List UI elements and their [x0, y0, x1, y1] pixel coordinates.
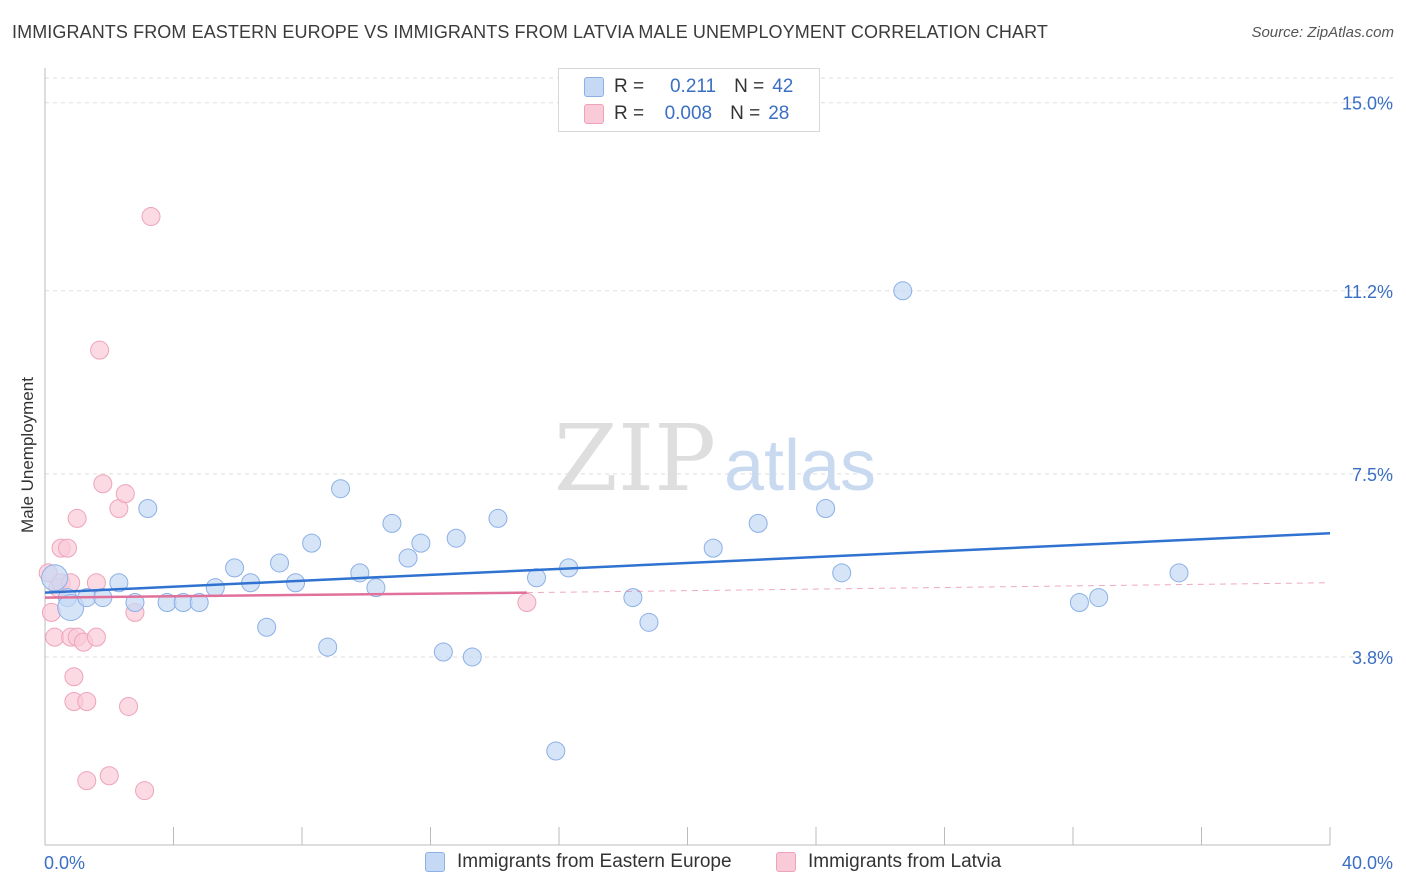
- legend-item-eastern-europe[interactable]: Immigrants from Eastern Europe: [425, 851, 732, 873]
- point-latvia[interactable]: [90, 340, 110, 360]
- r-value: 0.211: [669, 76, 717, 97]
- legend-label: Immigrants from Eastern Europe: [457, 851, 732, 872]
- n-label: N =: [730, 103, 761, 124]
- y-tick-label: 11.2%: [1343, 282, 1393, 302]
- stats-legend: R = 0.211 N = 42 R = 0.008 N = 28: [558, 68, 820, 132]
- point-eastern-europe[interactable]: [1089, 588, 1109, 608]
- point-eastern-europe[interactable]: [1169, 563, 1189, 583]
- point-eastern-europe[interactable]: [125, 593, 145, 613]
- point-eastern-europe[interactable]: [639, 612, 659, 632]
- n-value: 28: [768, 103, 790, 124]
- point-eastern-europe[interactable]: [411, 533, 431, 553]
- point-eastern-europe[interactable]: [893, 281, 913, 301]
- trend-line-eastern-europe: [44, 532, 1331, 594]
- series-eastern-europe-points: [41, 281, 1189, 761]
- point-latvia[interactable]: [67, 508, 87, 528]
- legend-label: Immigrants from Latvia: [808, 851, 1002, 872]
- point-eastern-europe[interactable]: [286, 573, 306, 593]
- point-latvia[interactable]: [57, 538, 77, 558]
- x-tick-label-max: 40.0%: [1342, 853, 1393, 873]
- point-latvia[interactable]: [119, 696, 139, 716]
- point-latvia[interactable]: [86, 627, 106, 647]
- r-label: R =: [614, 103, 645, 124]
- point-eastern-europe[interactable]: [302, 533, 322, 553]
- point-eastern-europe[interactable]: [109, 573, 129, 593]
- trend-lines: [44, 532, 1331, 599]
- point-eastern-europe[interactable]: [189, 593, 209, 613]
- point-eastern-europe[interactable]: [331, 479, 351, 499]
- trend-line-latvia: [44, 591, 527, 599]
- axes: [44, 68, 1331, 846]
- point-eastern-europe[interactable]: [703, 538, 723, 558]
- point-latvia[interactable]: [93, 474, 113, 494]
- point-eastern-europe[interactable]: [382, 513, 402, 533]
- r-label: R =: [614, 76, 645, 97]
- point-eastern-europe[interactable]: [816, 499, 836, 519]
- point-eastern-europe[interactable]: [318, 637, 338, 657]
- point-latvia[interactable]: [99, 766, 119, 786]
- watermark-atlas: atlas: [724, 426, 876, 506]
- point-latvia[interactable]: [77, 771, 97, 791]
- point-eastern-europe[interactable]: [488, 508, 508, 528]
- point-eastern-europe[interactable]: [748, 513, 768, 533]
- point-latvia[interactable]: [135, 781, 155, 801]
- bottom-legend: Immigrants from Eastern Europe Immigrant…: [0, 851, 1406, 879]
- point-latvia[interactable]: [77, 691, 97, 711]
- point-latvia[interactable]: [115, 484, 135, 504]
- chart-title: IMMIGRANTS FROM EASTERN EUROPE VS IMMIGR…: [12, 22, 1048, 42]
- y-tick-label: 3.8%: [1352, 648, 1393, 668]
- x-tick-label-min: 0.0%: [44, 853, 85, 873]
- point-eastern-europe[interactable]: [225, 558, 245, 578]
- watermark: ZIP atlas: [554, 405, 876, 512]
- point-eastern-europe[interactable]: [138, 499, 158, 519]
- point-latvia[interactable]: [64, 667, 84, 687]
- point-eastern-europe[interactable]: [527, 568, 547, 588]
- source-label: Source: ZipAtlas.com: [1251, 24, 1394, 41]
- watermark-zip: ZIP: [554, 405, 716, 512]
- point-eastern-europe[interactable]: [257, 617, 277, 637]
- point-eastern-europe[interactable]: [623, 588, 643, 608]
- point-eastern-europe[interactable]: [433, 642, 453, 662]
- blue-swatch: [425, 852, 445, 872]
- point-eastern-europe[interactable]: [832, 563, 852, 583]
- y-tick-label: 7.5%: [1352, 465, 1393, 485]
- r-value: 0.008: [664, 103, 713, 124]
- point-latvia[interactable]: [517, 593, 537, 613]
- stats-row-eastern-europe: R = 0.211 N = 42: [584, 74, 793, 100]
- pink-swatch: [584, 104, 604, 124]
- point-latvia[interactable]: [141, 207, 161, 227]
- point-eastern-europe[interactable]: [1069, 593, 1089, 613]
- legend-item-latvia[interactable]: Immigrants from Latvia: [776, 851, 1001, 873]
- point-latvia[interactable]: [45, 627, 65, 647]
- point-eastern-europe[interactable]: [205, 578, 225, 598]
- pink-swatch: [776, 852, 796, 872]
- n-label: N =: [734, 76, 765, 97]
- point-eastern-europe[interactable]: [446, 528, 466, 548]
- tick-labels: 3.8% 7.5% 11.2% 15.0% 0.0% 40.0%: [44, 94, 1393, 873]
- point-eastern-europe[interactable]: [366, 578, 386, 598]
- point-eastern-europe[interactable]: [398, 548, 418, 568]
- point-eastern-europe[interactable]: [546, 741, 566, 761]
- blue-swatch: [584, 77, 604, 97]
- y-tick-label: 15.0%: [1342, 94, 1393, 114]
- series-latvia-points: [38, 207, 537, 801]
- point-eastern-europe[interactable]: [270, 553, 290, 573]
- point-eastern-europe[interactable]: [41, 564, 69, 592]
- trend-line-latvia-extension: [526, 582, 1331, 594]
- point-eastern-europe[interactable]: [57, 593, 85, 621]
- n-value: 42: [772, 76, 794, 97]
- stats-row-latvia: R = 0.008 N = 28: [584, 101, 789, 127]
- point-eastern-europe[interactable]: [462, 647, 482, 667]
- gridlines: [45, 77, 1395, 658]
